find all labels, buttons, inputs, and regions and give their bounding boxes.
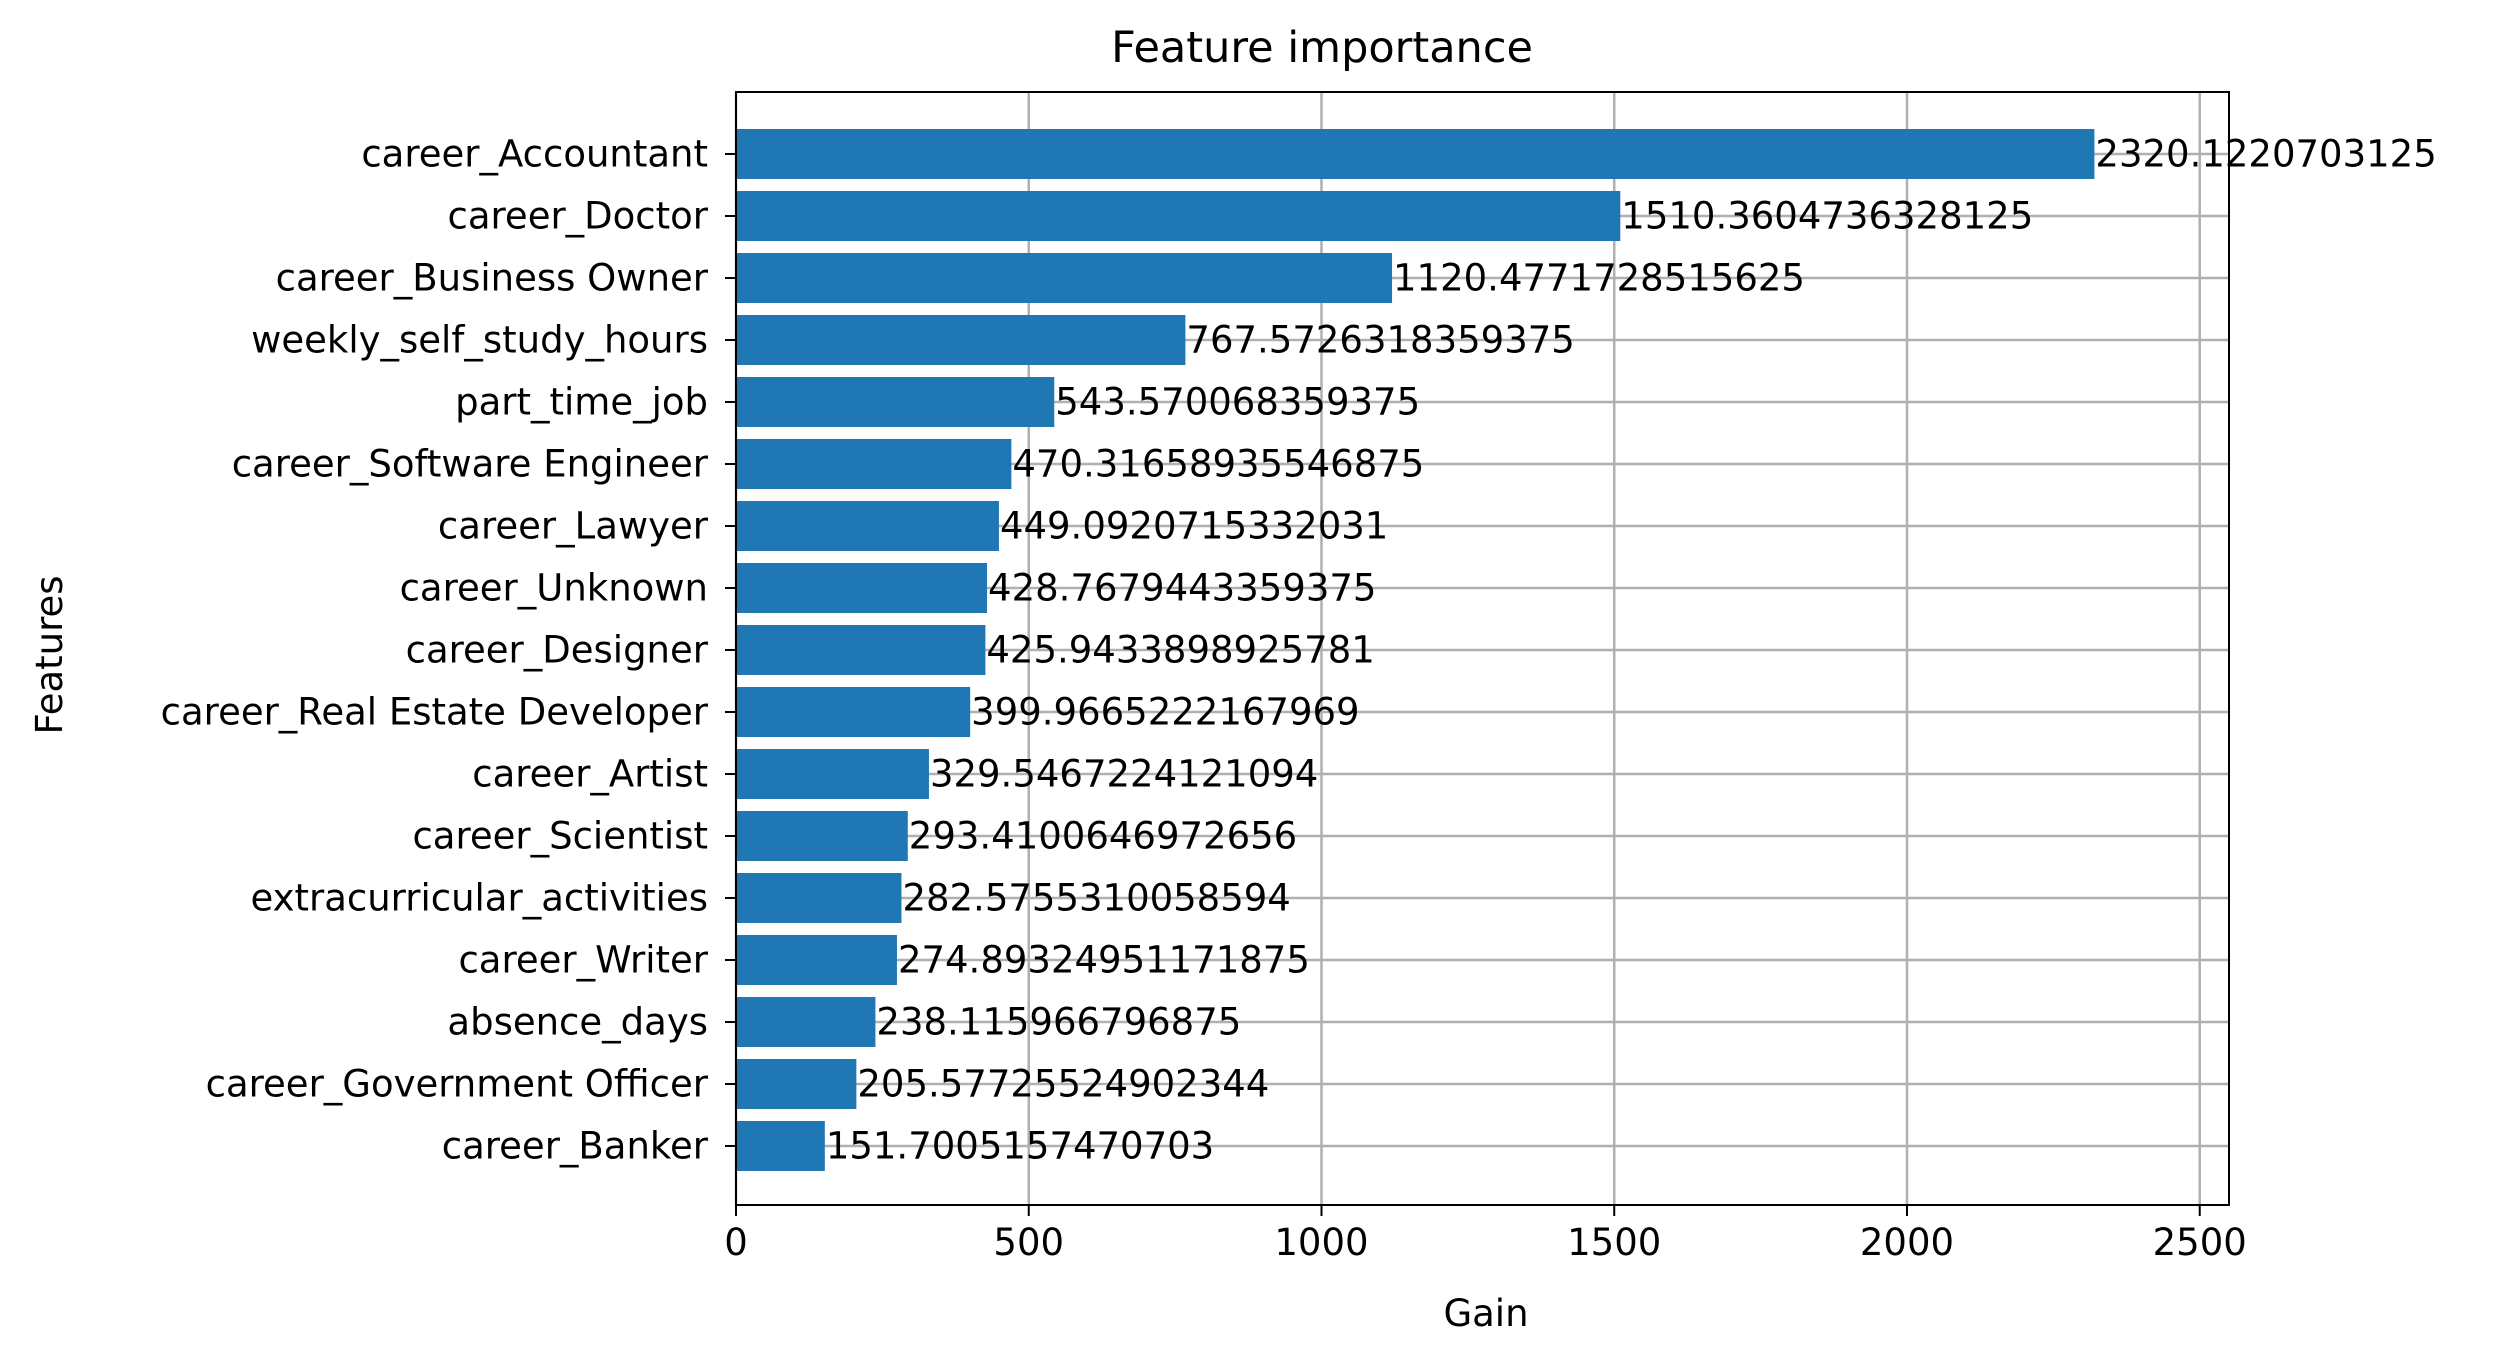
bar-value-label: 293.4100646972656 [909,815,1297,858]
bar-value-label: 205.57725524902344 [857,1063,1269,1106]
bar-value-label: 274.89324951171875 [898,939,1310,982]
y-tick-label: career_Banker [442,1125,709,1168]
bar [736,253,1393,303]
x-axis-ticks: 0 500 1000 1500 2000 2500 [724,1205,2247,1264]
y-tick-label: career_Artist [472,753,708,796]
y-tick-label: career_Unknown [400,567,708,610]
plot-frame [735,91,2230,1206]
bar-value-label: 543.570068359375 [1055,381,1420,424]
bars [736,129,2095,1171]
bar-value-label: 1120.4771728515625 [1393,257,1805,300]
y-axis-label: Features [28,575,71,734]
bar-value-label: 470.31658935546875 [1012,443,1424,486]
y-tick-label: career_Doctor [448,195,709,238]
value-labels: 2320.1220703125 1510.3604736328125 1120.47… [826,133,2437,1168]
y-tick-label: career_Lawyer [438,505,709,548]
bar-value-label: 238.115966796875 [876,1001,1241,1044]
x-tick-label: 500 [993,1221,1064,1264]
y-tick-label: absence_days [447,1001,708,1044]
y-tick-label: career_Scientist [412,815,708,858]
bar-value-label: 399.9665222167969 [971,691,1359,734]
bar-value-label: 2320.1220703125 [2095,133,2436,176]
bar-value-label: 151.7005157470703 [826,1125,1214,1168]
chart-title: Feature importance [1111,23,1533,73]
bar-value-label: 425.9433898925781 [986,629,1374,672]
bar-value-label: 449.0920715332031 [1000,505,1388,548]
x-tick-label: 1000 [1274,1221,1368,1264]
bar [736,749,929,799]
bar [736,377,1055,427]
bar-value-label: 1510.3604736328125 [1621,195,2033,238]
bar [736,129,2095,179]
x-tick-label: 2500 [2153,1221,2247,1264]
bar [736,315,1186,365]
bar [736,563,988,613]
y-tick-label: career_Software Engineer [232,443,709,486]
bar-value-label: 767.5726318359375 [1186,319,1574,362]
bar [736,811,908,861]
y-axis-ticks: career_Accountant career_Doctor career_Bus… [161,133,736,1168]
x-axis-label: Gain [1443,1292,1528,1335]
x-tick-label: 1500 [1567,1221,1661,1264]
bar [736,625,986,675]
bar [736,501,999,551]
y-tick-label: career_Writer [458,939,708,982]
y-tick-label: part_time_job [455,381,708,424]
y-tick-label: career_Business Owner [276,257,709,300]
bar-value-label: 282.5755310058594 [902,877,1290,920]
y-tick-label: weekly_self_study_hours [251,319,708,362]
bar-value-label: 329.5467224121094 [930,753,1318,796]
y-tick-label: career_Government Officer [206,1063,709,1106]
y-tick-label: extracurricular_activities [250,877,708,920]
bar [736,873,902,923]
bar [736,191,1621,241]
bar [736,687,971,737]
x-tick-label: 0 [724,1221,748,1264]
bar-value-label: 428.7679443359375 [988,567,1376,610]
bar [736,1121,825,1171]
y-tick-label: career_Designer [406,629,709,672]
bar [736,997,876,1047]
y-tick-label: career_Real Estate Developer [161,691,709,734]
y-tick-label: career_Accountant [361,133,708,176]
bar [736,1059,857,1109]
x-tick-label: 2000 [1860,1221,1954,1264]
bar [736,439,1012,489]
bar [736,935,897,985]
